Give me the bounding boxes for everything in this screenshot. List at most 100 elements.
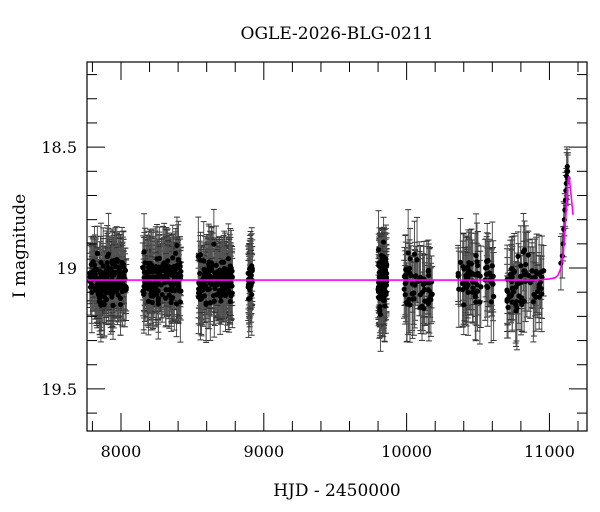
data-point — [222, 269, 229, 275]
data-point — [88, 261, 94, 268]
data-point — [405, 250, 411, 256]
data-point — [504, 287, 510, 293]
data-point — [171, 287, 177, 294]
data-point — [455, 273, 461, 279]
data-point — [428, 297, 434, 303]
data-point — [247, 287, 253, 293]
data-point — [174, 242, 180, 249]
data-point — [472, 294, 478, 300]
data-point — [246, 296, 252, 302]
data-point — [112, 263, 119, 270]
data-points — [87, 146, 572, 352]
data-point — [209, 281, 215, 287]
data-point — [504, 276, 510, 282]
data-point — [206, 286, 212, 292]
chart-title: OGLE-2026-BLG-0211 — [241, 24, 434, 44]
data-point — [100, 263, 106, 269]
data-point — [465, 289, 471, 295]
data-point — [378, 289, 384, 296]
data-point — [457, 259, 464, 265]
data-point — [142, 260, 148, 266]
data-point — [92, 271, 98, 277]
data-point — [168, 300, 174, 306]
data-point — [383, 259, 389, 265]
data-point — [100, 270, 106, 276]
data-point — [98, 292, 105, 299]
x-tick-label: 9000 — [243, 442, 284, 461]
data-point — [153, 264, 159, 270]
data-point — [227, 263, 233, 269]
data-point — [407, 256, 413, 262]
data-point — [104, 260, 110, 266]
data-point — [375, 247, 382, 253]
data-point — [111, 259, 117, 265]
data-point — [173, 301, 180, 307]
data-point — [408, 272, 414, 279]
data-point — [467, 269, 473, 275]
data-point — [219, 275, 225, 281]
data-point — [222, 292, 229, 298]
data-point — [141, 291, 147, 298]
data-point — [525, 252, 531, 258]
data-point — [97, 299, 103, 306]
data-point — [413, 273, 419, 279]
data-point — [147, 260, 153, 266]
data-point — [485, 271, 492, 277]
data-point — [419, 303, 425, 309]
data-point — [472, 272, 478, 278]
data-point — [197, 270, 203, 277]
data-point — [490, 273, 496, 279]
data-point — [197, 251, 204, 258]
data-point — [414, 257, 420, 263]
data-point — [141, 283, 147, 289]
data-point — [519, 295, 525, 301]
data-point — [119, 288, 125, 295]
data-point — [425, 287, 431, 293]
data-point — [157, 270, 163, 277]
data-point — [175, 280, 181, 287]
data-point — [155, 295, 161, 302]
data-point — [469, 278, 476, 284]
data-point — [468, 261, 475, 267]
data-point — [115, 292, 121, 298]
data-point — [404, 301, 410, 307]
y-tick-label: 19.5 — [41, 380, 77, 399]
data-point — [156, 255, 162, 261]
data-point — [170, 295, 176, 301]
data-point — [96, 287, 102, 293]
data-point — [117, 301, 124, 308]
data-point — [473, 299, 479, 305]
data-point — [145, 264, 152, 270]
y-tick-label: 18.5 — [41, 138, 77, 157]
x-tick-label: 10000 — [381, 442, 432, 461]
data-point — [174, 274, 180, 280]
data-point — [485, 284, 491, 290]
data-point — [474, 259, 480, 265]
data-point — [153, 286, 159, 293]
data-point — [376, 279, 382, 286]
data-point — [173, 250, 179, 256]
data-point — [530, 299, 536, 305]
x-tick-label: 8000 — [101, 442, 142, 461]
data-point — [421, 276, 427, 282]
data-point — [109, 291, 115, 297]
data-point — [247, 267, 254, 273]
data-point — [565, 168, 571, 174]
data-point — [249, 291, 255, 298]
data-point — [221, 279, 227, 286]
data-point — [119, 283, 126, 289]
data-point — [538, 269, 544, 275]
data-point — [105, 251, 112, 257]
data-point — [564, 163, 570, 170]
data-point — [406, 296, 412, 303]
data-point — [523, 261, 529, 268]
data-point — [207, 267, 213, 273]
data-point — [162, 295, 169, 301]
data-point — [159, 292, 165, 298]
data-point — [170, 255, 176, 261]
data-point — [110, 269, 116, 275]
data-point — [382, 303, 388, 309]
data-point — [105, 271, 111, 277]
data-point — [478, 284, 484, 290]
